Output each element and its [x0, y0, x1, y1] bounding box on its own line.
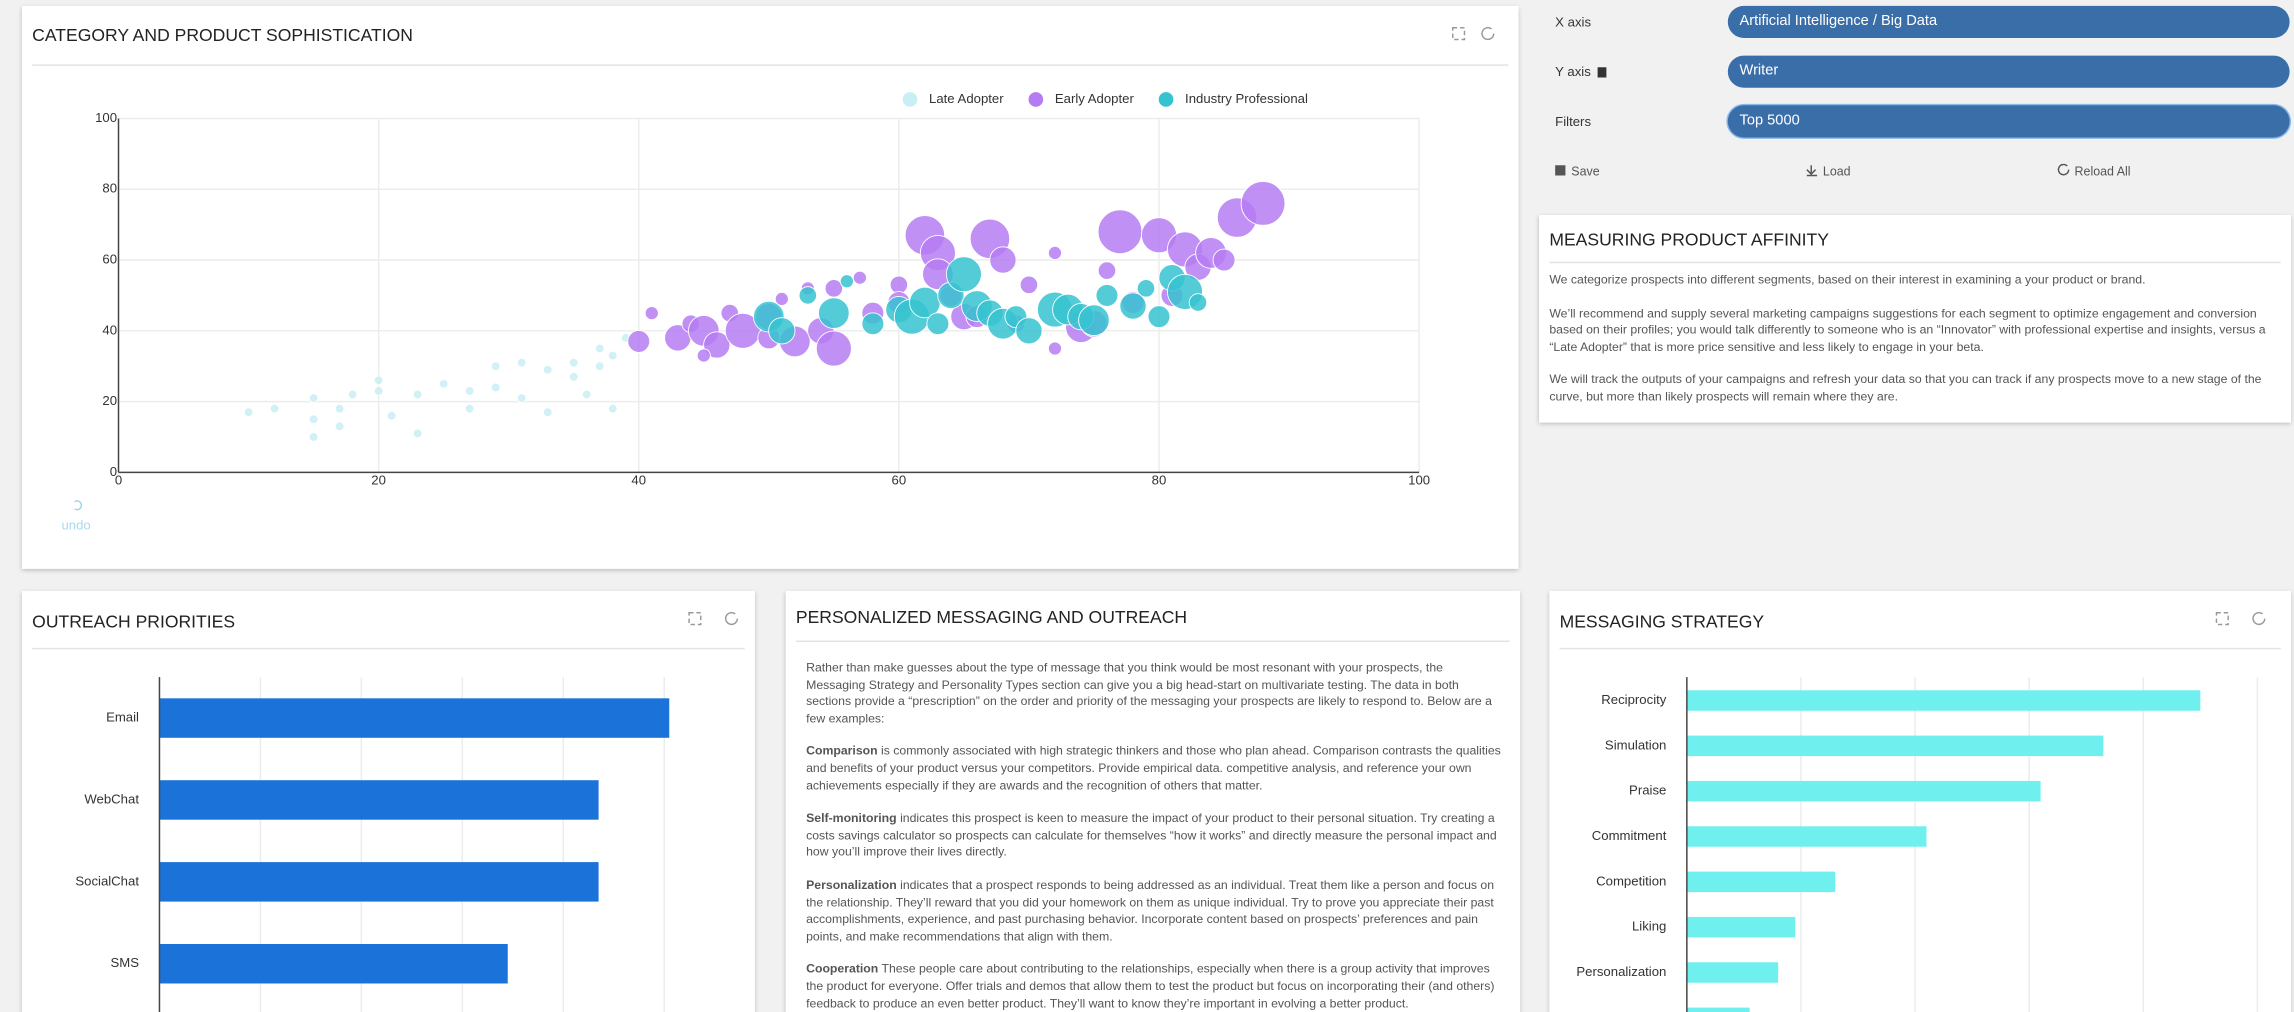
- paragraph: We’ll recommend and supply several marke…: [1549, 305, 2266, 354]
- divider: [795, 640, 1510, 643]
- paragraph: Cooperation These people care about cont…: [806, 961, 1502, 1012]
- panel-title: PERSONALIZED MESSAGING AND OUTREACH: [795, 606, 1188, 628]
- paragraph: Self-monitoring indicates this prospect …: [806, 810, 1502, 861]
- lead: Self-monitoring: [806, 810, 897, 826]
- divider: [32, 64, 1509, 66]
- paragraph: Rather than make guesses about the type …: [806, 659, 1492, 726]
- load-button[interactable]: Load: [1822, 163, 1851, 179]
- panel-title: MEASURING PRODUCT AFFINITY: [1549, 229, 1829, 251]
- x-axis-select[interactable]: Artificial Intelligence / Big Data: [1727, 5, 2290, 39]
- filters-label: Filters: [1555, 114, 1592, 129]
- panel-title: CATEGORY AND PRODUCT SOPHISTICATION: [32, 24, 413, 46]
- x-axis-label: X axis: [1555, 14, 1592, 30]
- lead: Personalization: [806, 877, 897, 892]
- body: These people care about contributing to …: [806, 961, 1495, 1010]
- divider: [1559, 647, 2281, 650]
- lead: Cooperation: [806, 961, 879, 976]
- divider: [1549, 261, 2281, 264]
- undo-button[interactable]: undo: [61, 517, 91, 533]
- panel-title: OUTREACH PRIORITIES: [32, 611, 236, 632]
- undo-icon[interactable]: [70, 497, 85, 512]
- divider: [32, 647, 745, 650]
- paragraph: Comparison is commonly associated with h…: [806, 743, 1502, 794]
- panel-icons[interactable]: [688, 611, 2283, 629]
- body: is commonly associated with high strateg…: [806, 743, 1501, 792]
- panel-title: MESSAGING STRATEGY: [1559, 611, 1765, 632]
- panel-icons[interactable]: [1451, 26, 1501, 44]
- button-icons: [1555, 163, 2070, 177]
- outreach-panel: OUTREACH PRIORITIES: [21, 590, 755, 1012]
- strategy-panel: MESSAGING STRATEGY: [1549, 590, 2292, 1012]
- y-axis-label: Y axis: [1555, 64, 1591, 79]
- scatter-panel: CATEGORY AND PRODUCT SOPHISTICATION undo: [21, 5, 1519, 569]
- affinity-text: We categorize prospects into different s…: [1549, 272, 2281, 422]
- paragraph: We will track the outputs of your campai…: [1549, 372, 2262, 404]
- save-button[interactable]: Save: [1571, 163, 1600, 179]
- y-axis-select[interactable]: Writer: [1727, 55, 2290, 88]
- body: indicates that a prospect responds to be…: [806, 877, 1495, 943]
- affinity-panel: MEASURING PRODUCT AFFINITY We categorize…: [1539, 214, 2292, 423]
- paragraph: We categorize prospects into different s…: [1549, 272, 2146, 287]
- reload-button[interactable]: Reload All: [2074, 163, 2131, 179]
- lead: Comparison: [806, 743, 878, 759]
- paragraph: Personalization indicates that a prospec…: [806, 877, 1502, 945]
- messaging-text: Rather than make guesses about the type …: [806, 660, 1502, 1012]
- body: indicates this prospect is keen to measu…: [806, 810, 1497, 859]
- messaging-text-panel: PERSONALIZED MESSAGING AND OUTREACH Rath…: [785, 590, 1521, 1012]
- trash-icon[interactable]: [1596, 64, 1608, 78]
- filters-select[interactable]: Top 5000: [1727, 105, 2290, 138]
